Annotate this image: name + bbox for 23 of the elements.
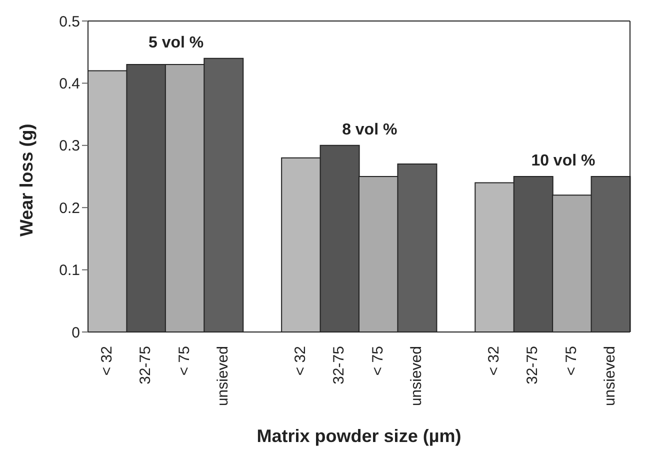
x-tick-label: unsieved [602,346,619,406]
x-tick-label: 32-75 [330,346,348,384]
y-tick-label: 0.3 [59,138,80,155]
annotation: 8 vol % [342,121,398,138]
annotation: 10 vol % [531,152,596,170]
y-tick-label: 0 [72,324,80,342]
x-tick-label: < 32 [292,346,309,376]
y-tick-label: 0.4 [59,76,80,93]
y-tick-label: 0.1 [59,262,80,280]
x-tick-label: 32-75 [524,346,542,384]
y-tick-label: 0.5 [59,13,80,30]
x-tick-label: unsieved [408,346,426,406]
x-tick-label: < 75 [562,346,580,376]
annotation: 5 vol % [148,34,204,52]
x-axis-title: Matrix powder size (µm) [256,426,462,446]
x-tick-label: 32-75 [137,346,154,384]
x-tick-label: < 32 [98,346,116,376]
x-tick-label: unsieved [214,346,232,406]
x-tick-label: < 75 [369,346,386,376]
y-tick-label: 0.2 [59,200,80,217]
y-axis-title: Wear loss (g) [16,124,36,236]
x-tick-label: < 75 [176,346,193,376]
x-tick-label: < 32 [485,346,502,376]
